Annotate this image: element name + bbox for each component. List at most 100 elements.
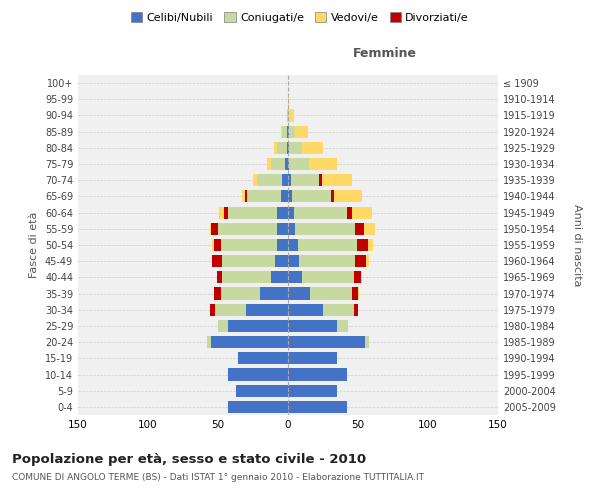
Bar [245, 190, 247, 202]
Bar [364, 222, 375, 235]
Bar [295, 222, 355, 235]
Bar [367, 255, 369, 268]
Bar [337, 320, 348, 332]
Legend: Celibi/Nubili, Coniugati/e, Vedovi/e, Divorziati/e: Celibi/Nubili, Coniugati/e, Vedovi/e, Di… [127, 8, 473, 28]
Bar [288, 158, 289, 170]
Bar [347, 206, 352, 218]
Bar [355, 222, 364, 235]
Bar [322, 174, 352, 186]
Bar [281, 190, 288, 202]
Bar [368, 239, 373, 251]
Bar [331, 190, 334, 202]
Bar [287, 142, 288, 154]
Bar [288, 336, 365, 348]
Bar [295, 126, 308, 138]
Bar [247, 190, 281, 202]
Bar [218, 222, 277, 235]
Bar [218, 320, 228, 332]
Bar [289, 110, 293, 122]
Bar [257, 174, 283, 186]
Bar [319, 174, 322, 186]
Bar [288, 110, 289, 122]
Bar [354, 272, 361, 283]
Bar [222, 255, 275, 268]
Y-axis label: Fasce di età: Fasce di età [29, 212, 39, 278]
Bar [283, 174, 288, 186]
Bar [288, 384, 337, 397]
Bar [281, 126, 283, 138]
Bar [246, 304, 288, 316]
Bar [293, 206, 347, 218]
Bar [288, 272, 302, 283]
Bar [288, 93, 289, 106]
Bar [212, 239, 214, 251]
Bar [288, 239, 298, 251]
Bar [236, 384, 288, 397]
Bar [217, 272, 222, 283]
Bar [288, 288, 310, 300]
Text: COMUNE DI ANGOLO TERME (BS) - Dati ISTAT 1° gennaio 2010 - Elaborazione TUTTITAL: COMUNE DI ANGOLO TERME (BS) - Dati ISTAT… [12, 472, 424, 482]
Bar [238, 352, 288, 364]
Bar [287, 126, 288, 138]
Bar [209, 304, 215, 316]
Bar [288, 368, 347, 380]
Bar [352, 206, 372, 218]
Bar [253, 174, 257, 186]
Bar [288, 304, 323, 316]
Bar [356, 239, 368, 251]
Bar [354, 304, 358, 316]
Bar [289, 158, 309, 170]
Bar [287, 110, 288, 122]
Bar [277, 239, 288, 251]
Bar [288, 255, 299, 268]
Bar [288, 142, 289, 154]
Bar [291, 174, 319, 186]
Text: Femmine: Femmine [353, 46, 416, 60]
Bar [215, 304, 246, 316]
Bar [221, 288, 260, 300]
Bar [334, 190, 362, 202]
Bar [288, 206, 293, 218]
Bar [355, 255, 367, 268]
Bar [209, 222, 211, 235]
Bar [224, 206, 228, 218]
Bar [277, 222, 288, 235]
Bar [211, 222, 218, 235]
Bar [289, 126, 295, 138]
Bar [310, 288, 352, 300]
Bar [277, 142, 287, 154]
Bar [285, 158, 288, 170]
Bar [271, 158, 285, 170]
Bar [214, 288, 221, 300]
Bar [260, 288, 288, 300]
Bar [323, 304, 354, 316]
Bar [298, 239, 356, 251]
Bar [292, 190, 331, 202]
Bar [365, 336, 369, 348]
Bar [275, 255, 288, 268]
Bar [222, 272, 271, 283]
Bar [309, 158, 337, 170]
Bar [361, 272, 362, 283]
Bar [228, 320, 288, 332]
Bar [288, 174, 291, 186]
Bar [289, 142, 302, 154]
Bar [271, 272, 288, 283]
Bar [228, 368, 288, 380]
Bar [242, 190, 245, 202]
Bar [228, 401, 288, 413]
Bar [302, 272, 354, 283]
Bar [288, 222, 295, 235]
Bar [288, 352, 337, 364]
Bar [267, 158, 271, 170]
Bar [288, 190, 292, 202]
Y-axis label: Anni di nascita: Anni di nascita [572, 204, 583, 286]
Bar [207, 336, 211, 348]
Bar [211, 336, 288, 348]
Bar [221, 239, 277, 251]
Bar [352, 288, 358, 300]
Bar [212, 255, 222, 268]
Bar [299, 255, 355, 268]
Bar [274, 142, 277, 154]
Bar [220, 206, 224, 218]
